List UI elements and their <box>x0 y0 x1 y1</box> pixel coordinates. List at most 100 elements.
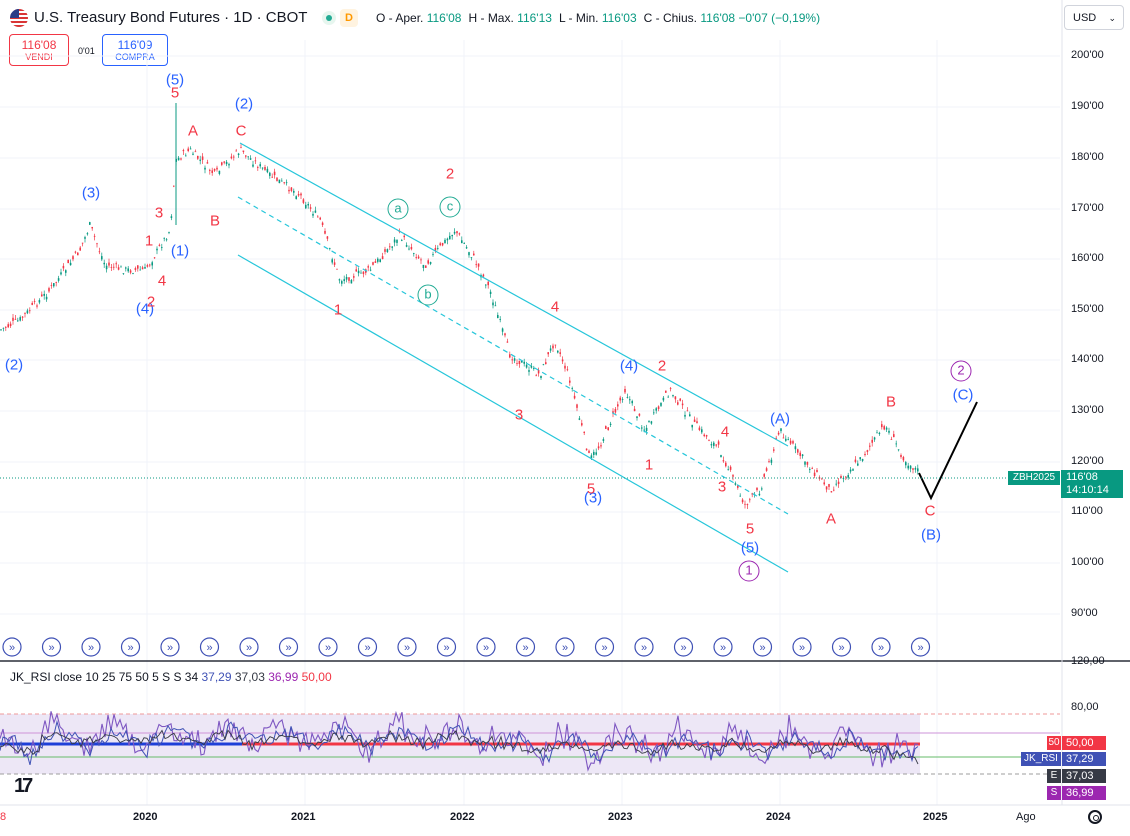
candle-body <box>914 467 917 470</box>
candle-body <box>864 453 866 456</box>
candle-body <box>629 399 631 401</box>
candle-body <box>249 158 252 160</box>
candle-body <box>240 147 242 149</box>
candle-body <box>703 434 705 437</box>
candle-body <box>770 459 773 463</box>
candle-body <box>859 457 861 460</box>
candle-body <box>228 164 230 166</box>
candle-body <box>410 246 413 250</box>
candle-body <box>12 317 14 321</box>
candle-body <box>221 162 223 165</box>
wave-label: B <box>885 393 897 411</box>
candle-body <box>509 354 511 358</box>
price-axis-tick: 110'00 <box>1071 505 1103 517</box>
candle-body <box>283 182 285 184</box>
candle-body <box>768 461 770 462</box>
candle-body <box>165 239 168 241</box>
tradingview-logo[interactable]: 17 <box>14 775 33 797</box>
candle-body <box>576 404 578 408</box>
svg-text:»: » <box>9 642 15 654</box>
candle-body <box>309 207 312 209</box>
candle-body <box>749 499 751 501</box>
candle-body <box>60 272 62 275</box>
candle-body <box>857 463 859 466</box>
price-axis-tick: 120,00 <box>1071 655 1105 667</box>
wave-label: 1 <box>333 301 343 319</box>
candle-body <box>789 440 792 444</box>
candle-body <box>451 234 453 237</box>
candle-body <box>319 217 321 220</box>
candle-body <box>825 486 828 490</box>
event-markers: » » » » » » » » » » » » » » » » » » » » » » » » <box>2 637 931 657</box>
candle-body <box>612 411 614 414</box>
candle-body <box>713 442 715 446</box>
ohlc-value: 116'08 −0'07 (−0,19%) <box>700 11 821 25</box>
candle-body <box>497 315 499 319</box>
candle-body <box>854 459 857 462</box>
candle-body <box>271 176 273 178</box>
candle-body <box>621 399 624 400</box>
candle-body <box>302 199 305 203</box>
buy-button[interactable]: 116'09 COMPRA <box>102 34 168 66</box>
event-marker-icon: » <box>357 637 378 657</box>
price-axis-tick: 100'00 <box>1071 556 1104 568</box>
candle-body <box>21 316 24 318</box>
candle-body <box>444 239 446 244</box>
candle-body <box>26 310 29 314</box>
candle-body <box>117 267 120 270</box>
candle-body <box>816 469 818 472</box>
event-marker-icon: » <box>397 637 417 657</box>
candle-body <box>578 418 581 420</box>
candle-body <box>828 484 830 487</box>
candle-body <box>161 247 163 248</box>
sell-button[interactable]: 116'08 VENDI <box>9 34 69 66</box>
rsi-legend[interactable]: JK_RSI close 10 25 75 50 5 S S 34 37,29 … <box>10 670 332 684</box>
candle-body <box>489 291 492 295</box>
candle-body <box>645 427 648 431</box>
sell-price: 116'08 <box>21 38 57 52</box>
candle-body <box>110 267 113 268</box>
candle-body <box>571 388 573 389</box>
candle-body <box>149 264 151 266</box>
candle-body <box>909 465 912 469</box>
candle-body <box>211 170 213 173</box>
candle-body <box>72 256 74 260</box>
candle-body <box>420 259 422 261</box>
price-axis-tick: 120'00 <box>1071 455 1104 467</box>
currency-select[interactable]: USD ⌄ <box>1064 5 1124 30</box>
candle-body <box>665 390 667 393</box>
rsi-lines <box>0 710 919 772</box>
wave-label-circled: a <box>387 198 409 220</box>
candle-body <box>367 266 369 268</box>
price-axis-tick: 200'00 <box>1071 49 1104 61</box>
candle-body <box>840 476 842 479</box>
candle-body <box>345 276 348 280</box>
svg-text:»: » <box>325 642 331 654</box>
candle-body <box>101 256 103 260</box>
candle-body <box>374 261 377 263</box>
candle-body <box>521 360 523 363</box>
candle-body <box>326 236 329 239</box>
candle-body <box>129 270 132 273</box>
candle-body <box>86 233 89 235</box>
candle-body <box>156 248 158 251</box>
symbol-title[interactable]: U.S. Treasury Bond Futures · 1D · CBOT <box>34 9 308 26</box>
wave-label: 3 <box>717 478 727 496</box>
candle-body <box>235 150 237 152</box>
candle-body <box>528 370 530 372</box>
candle-body <box>151 262 153 266</box>
svg-text:»: » <box>167 642 173 654</box>
channel-middle-line <box>237 196 789 515</box>
wave-label: (2) <box>4 356 24 374</box>
event-marker-icon: » <box>436 637 457 657</box>
rsi-line <box>0 719 919 766</box>
candle-body <box>461 240 463 244</box>
candle-body <box>485 284 487 286</box>
candle-body <box>413 253 415 254</box>
wave-label: 5 <box>586 480 596 498</box>
candle-body <box>401 240 403 241</box>
candle-body <box>177 157 180 161</box>
candle-body <box>261 167 264 169</box>
settings-icon[interactable] <box>1088 810 1102 824</box>
